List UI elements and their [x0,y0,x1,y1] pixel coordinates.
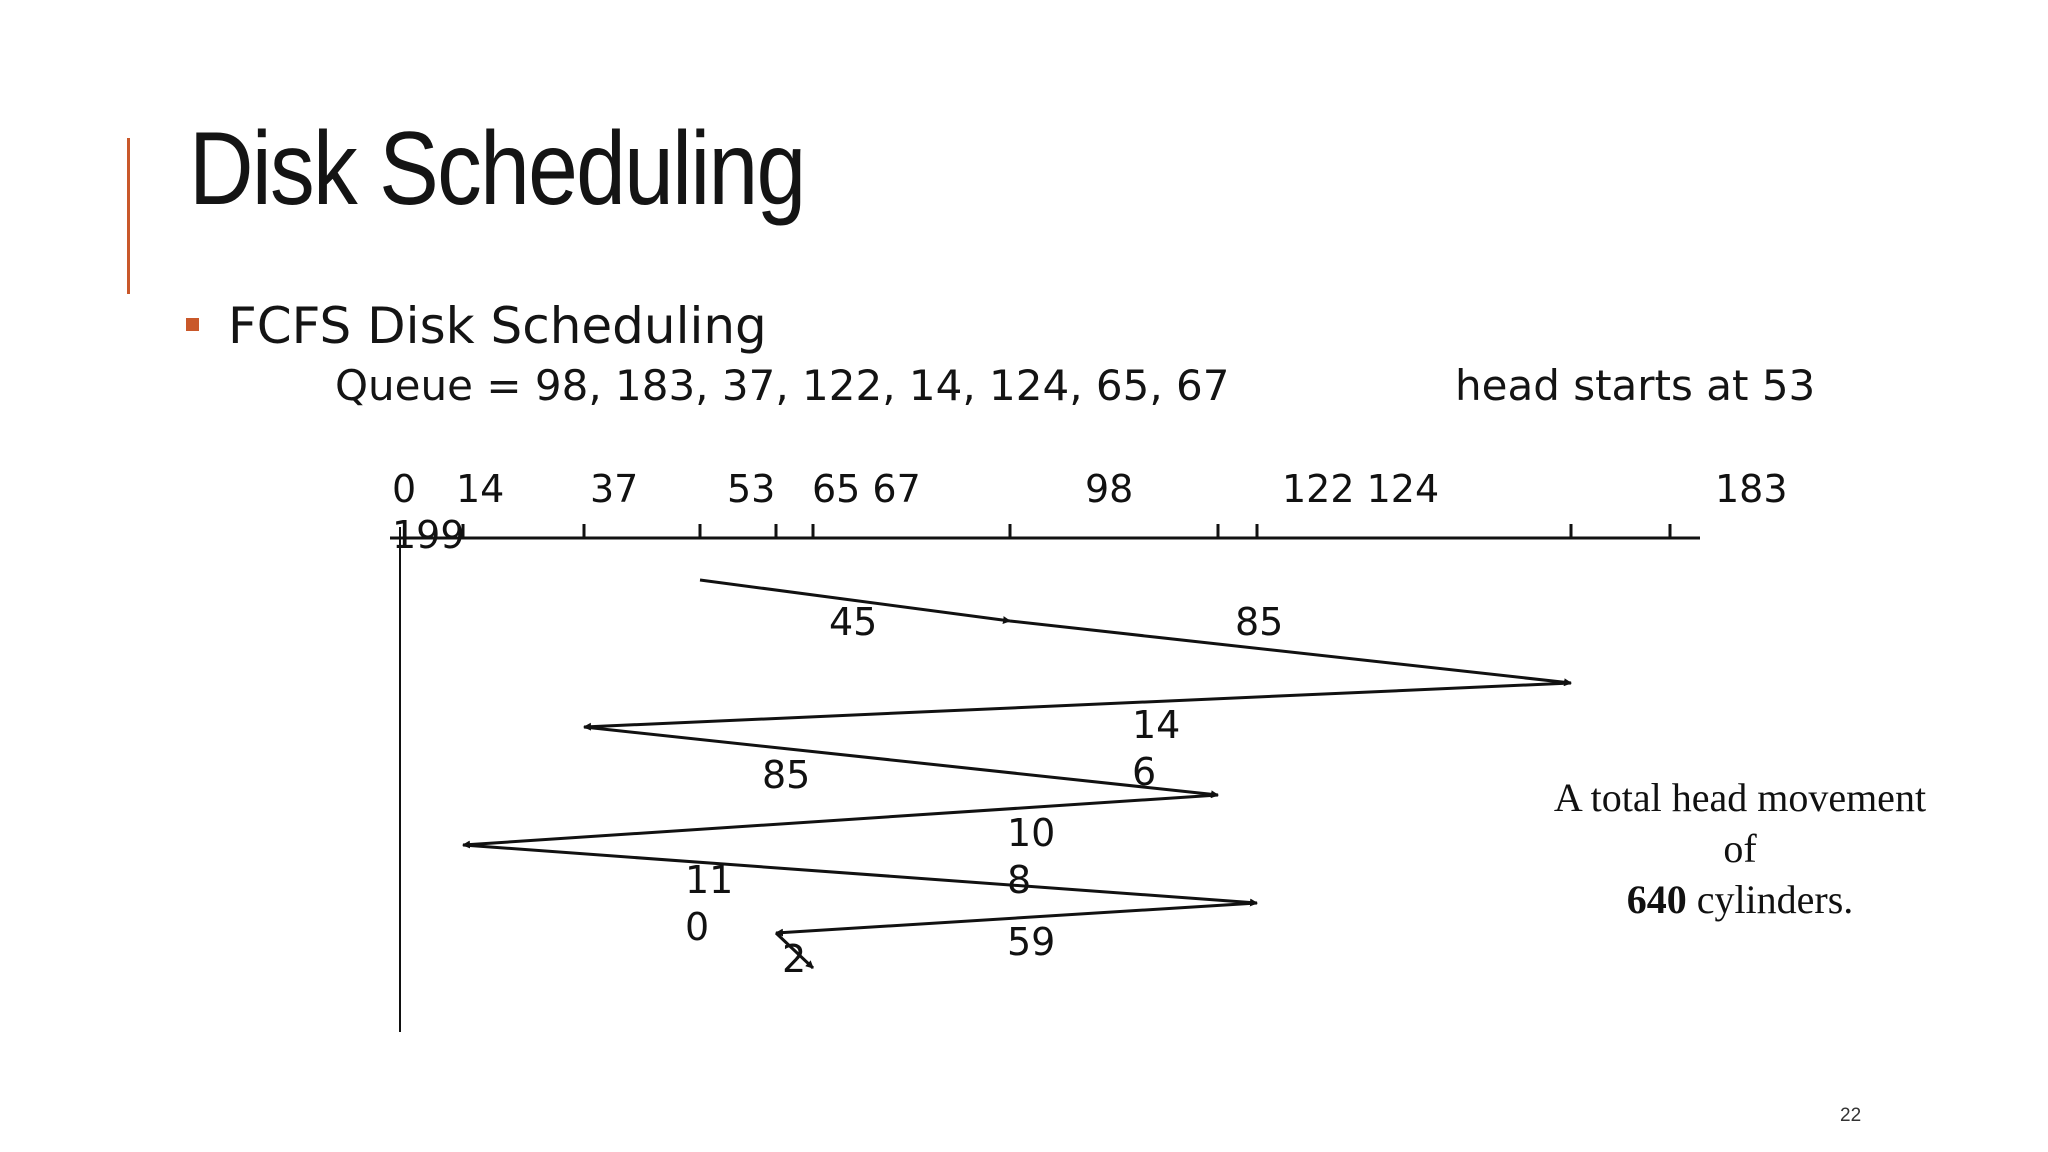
axis-label-65-67: 65 67 [812,467,921,511]
total-movement-summary: A total head movement of 640 cylinders. [1505,772,1975,926]
slide-title: Disk Scheduling [189,111,806,227]
distance-label-7: 59 [1007,920,1055,964]
movement-segment-14-to-124 [462,843,1258,907]
distance-label-8: 2 [782,937,806,981]
distance-label-5: 10 8 [1007,811,1067,902]
axis-label-0: 0 [392,467,416,511]
summary-line-3: 640 cylinders. [1505,874,1975,925]
movement-segment-183-to-37 [583,681,1572,731]
axis-label-122-124: 122 124 [1282,467,1439,511]
distance-label-6: 11 0 [685,858,745,949]
head-start-line: head starts at 53 [1455,361,1816,410]
axis-label-98: 98 [1085,467,1133,511]
queue-line: Queue = 98, 183, 37, 122, 14, 124, 65, 6… [335,361,1230,410]
axis-label-199: 199 [392,513,465,557]
movement-segment-37-to-122 [583,725,1219,799]
total-cylinders-value: 640 [1626,877,1687,923]
page-number: 22 [1840,1105,1862,1126]
movement-segment-98-to-183 [1009,619,1572,687]
distance-label-2: 85 [1235,600,1283,644]
axis-label-14: 14 [456,467,504,511]
summary-line-1: A total head movement [1553,775,1927,820]
bullet-marker [186,318,199,331]
movement-segment-65-to-67 [774,931,815,970]
distance-label-1: 45 [829,600,877,644]
summary-line-2: of [1723,826,1757,872]
summary-unit: cylinders. [1686,877,1854,923]
movement-segment-122-to-14 [462,793,1219,849]
axis-label-183: 183 [1715,467,1788,511]
axis-label-53: 53 [727,467,775,511]
distance-label-4: 85 [762,753,810,797]
movement-segment-124-to-65 [775,901,1258,937]
title-accent-bar [127,138,130,294]
distance-label-3: 14 6 [1132,703,1192,794]
movement-segment-53-to-98 [699,578,1011,625]
bullet-heading: FCFS Disk Scheduling [228,297,767,355]
axis-label-37: 37 [590,467,638,511]
